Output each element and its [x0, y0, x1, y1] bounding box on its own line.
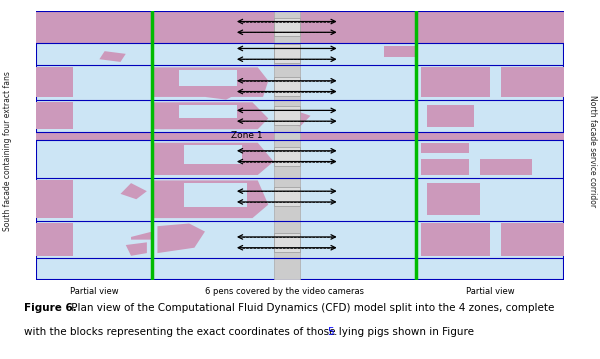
- Text: Partial view: Partial view: [466, 287, 514, 296]
- Bar: [421, 143, 469, 154]
- Bar: [274, 77, 300, 95]
- Bar: [274, 233, 300, 252]
- Text: 5: 5: [327, 327, 334, 337]
- Bar: [274, 147, 300, 165]
- Bar: [36, 67, 73, 97]
- Bar: [427, 183, 479, 215]
- Polygon shape: [284, 111, 311, 127]
- Bar: [500, 223, 564, 256]
- Bar: [36, 132, 564, 140]
- Bar: [421, 223, 490, 256]
- Bar: [421, 67, 490, 97]
- Text: .: .: [334, 327, 337, 337]
- Polygon shape: [157, 223, 205, 253]
- Polygon shape: [152, 180, 268, 218]
- Polygon shape: [126, 242, 147, 256]
- Polygon shape: [152, 102, 268, 129]
- Bar: [179, 105, 236, 118]
- Polygon shape: [152, 67, 268, 97]
- Bar: [500, 67, 564, 97]
- Bar: [36, 180, 73, 218]
- Text: with the blocks representing the exact coordinates of those lying pigs shown in : with the blocks representing the exact c…: [24, 327, 477, 337]
- Bar: [36, 11, 564, 43]
- Bar: [274, 45, 300, 63]
- Text: Zone 1: Zone 1: [230, 131, 262, 140]
- Bar: [274, 11, 300, 280]
- Bar: [36, 102, 73, 129]
- Bar: [36, 223, 73, 256]
- Bar: [274, 18, 300, 36]
- Bar: [184, 183, 247, 207]
- Polygon shape: [100, 51, 126, 62]
- Bar: [274, 187, 300, 206]
- Bar: [421, 159, 469, 175]
- Text: Plan view of the Computational Fluid Dynamics (CFD) model split into the 4 zones: Plan view of the Computational Fluid Dyn…: [68, 303, 554, 313]
- Bar: [427, 105, 474, 127]
- Bar: [184, 145, 242, 164]
- Text: South facade containing four extract fans: South facade containing four extract fan…: [2, 71, 12, 231]
- Text: 6 pens covered by the video cameras: 6 pens covered by the video cameras: [205, 287, 364, 296]
- Text: Figure 6.: Figure 6.: [24, 303, 77, 313]
- Bar: [385, 46, 416, 57]
- Polygon shape: [131, 232, 152, 240]
- Polygon shape: [205, 92, 236, 99]
- Bar: [479, 159, 532, 175]
- Polygon shape: [121, 183, 147, 199]
- Text: North facade service corridor: North facade service corridor: [588, 95, 597, 207]
- Text: Partial view: Partial view: [70, 287, 118, 296]
- Bar: [179, 70, 236, 86]
- Polygon shape: [152, 143, 274, 175]
- Bar: [274, 106, 300, 125]
